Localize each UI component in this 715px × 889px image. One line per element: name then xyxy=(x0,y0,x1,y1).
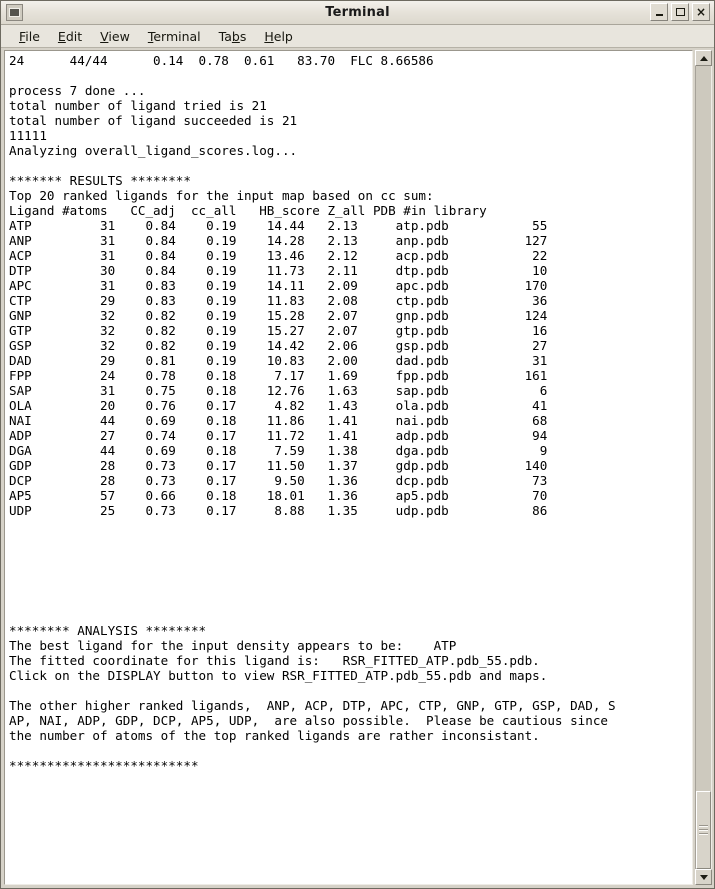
scroll-down-icon xyxy=(699,874,708,880)
scroll-down-button[interactable] xyxy=(695,869,712,885)
scrollbar-thumb[interactable] xyxy=(696,791,711,869)
menu-file[interactable]: File xyxy=(19,28,40,44)
menu-terminal[interactable]: Terminal xyxy=(147,28,201,44)
maximize-icon xyxy=(675,8,685,16)
menubar: File Edit View Terminal Tabs Help xyxy=(1,25,714,48)
terminal-icon xyxy=(6,4,23,21)
terminal-screen[interactable]: 24 44/44 0.14 0.78 0.61 83.70 FLC 8.6658… xyxy=(4,50,693,885)
titlebar[interactable]: Terminal × xyxy=(1,1,714,25)
close-icon: × xyxy=(695,4,707,19)
maximize-button[interactable] xyxy=(671,3,689,21)
menu-tabs[interactable]: Tabs xyxy=(218,28,247,44)
menu-help[interactable]: Help xyxy=(264,28,293,44)
close-button[interactable]: × xyxy=(692,3,710,21)
scrollbar-grip-icon xyxy=(699,823,708,837)
scrollbar-trough[interactable] xyxy=(695,66,712,869)
minimize-icon xyxy=(655,13,663,16)
minimize-button[interactable] xyxy=(650,3,668,21)
terminal-area: 24 44/44 0.14 0.78 0.61 83.70 FLC 8.6658… xyxy=(1,48,714,888)
vertical-scrollbar[interactable] xyxy=(695,50,712,885)
window-controls: × xyxy=(650,3,710,21)
window-title: Terminal xyxy=(325,5,390,20)
terminal-output[interactable]: 24 44/44 0.14 0.78 0.61 83.70 FLC 8.6658… xyxy=(9,53,616,773)
menu-view[interactable]: View xyxy=(100,28,130,44)
scroll-up-button[interactable] xyxy=(695,50,712,66)
menu-edit[interactable]: Edit xyxy=(57,28,83,44)
scroll-up-icon xyxy=(699,55,708,61)
